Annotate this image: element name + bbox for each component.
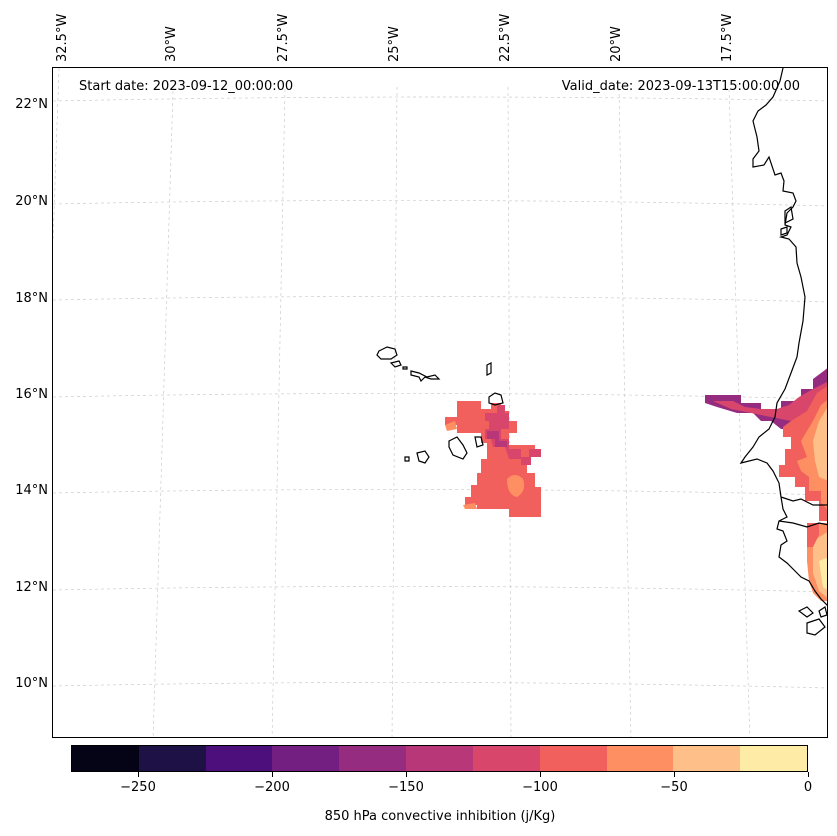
lat-label: 18°N: [15, 291, 48, 306]
meridian-line: [728, 88, 751, 737]
lon-label: 32.5°W: [55, 13, 70, 62]
lat-label: 20°N: [15, 194, 48, 209]
colorbar-tick-label: 0: [803, 780, 813, 795]
parallel-line: [53, 296, 827, 303]
colorbar-tick: [807, 772, 809, 777]
meridian-line: [507, 86, 512, 737]
colorbar-tick-label: −150: [388, 780, 424, 795]
cin-contours: [445, 368, 827, 601]
lat-label: 14°N: [15, 483, 48, 498]
bijagos-islands: [806, 618, 826, 636]
gambia-estuary: [780, 496, 827, 506]
meridian-line: [391, 86, 398, 737]
coastal-island: [780, 226, 788, 236]
cin-region-cape-verde-weak: [463, 503, 477, 509]
cin-region-senegal-band-strong: [713, 382, 827, 421]
colorbar-tick: [137, 772, 139, 777]
parallel-line: [53, 393, 827, 400]
colorbar-title: 850 hPa convective inhibition (j/Kg): [324, 809, 556, 824]
colorbar-tick-label: −250: [120, 780, 156, 795]
colorbar-segment: [272, 746, 340, 771]
colorbar-tick: [271, 772, 273, 777]
parallel-line: [53, 96, 827, 102]
meridian-line: [271, 88, 286, 737]
sao-nicolau-island: [410, 370, 441, 383]
colorbar-tick: [539, 772, 541, 777]
colorbar-segment: [539, 746, 607, 771]
sal-island: [486, 362, 492, 376]
cin-region-guinea-minimal: [819, 557, 827, 590]
guinea-bissau-coast: [778, 520, 827, 528]
cin-region-cape-verde-weak: [445, 421, 457, 431]
lon-label: 30°W: [164, 26, 179, 62]
colorbar-segment: [606, 746, 674, 771]
graticule: [53, 68, 827, 737]
coastlines: [376, 68, 827, 636]
colorbar-tick: [405, 772, 407, 777]
lat-label: 10°N: [15, 676, 48, 691]
parallel-line: [53, 586, 827, 593]
colorbar-segment: [72, 746, 139, 771]
lon-label: 27.5°W: [276, 13, 291, 62]
santiago-island: [448, 436, 468, 460]
sao-vicente-island: [389, 360, 402, 368]
cin-region-cape-verde-weak: [507, 475, 525, 497]
colorbar-segment: [205, 746, 273, 771]
lat-label: 16°N: [15, 387, 48, 402]
colorbar-segment: [339, 746, 407, 771]
colorbar-tick-label: −100: [522, 780, 558, 795]
maio-island: [474, 436, 484, 448]
meridian-line: [53, 68, 60, 242]
lat-label: 12°N: [15, 580, 48, 595]
bijagos-islands: [797, 606, 814, 618]
lat-label: 22°N: [15, 97, 48, 112]
map-canvas[interactable]: [53, 68, 828, 738]
start-date-label: Start date: 2023-09-12_00:00:00: [79, 79, 294, 94]
coastal-island: [784, 205, 794, 224]
fogo-island: [416, 450, 430, 464]
lon-label: 25°W: [387, 26, 402, 62]
brava-island: [404, 456, 410, 462]
colorbar-segment: [138, 746, 206, 771]
cin-region-cape-verde-strong: [485, 405, 541, 465]
parallel-line: [53, 200, 827, 207]
colorbar-segment: [472, 746, 540, 771]
santa-luzia-island: [402, 366, 408, 370]
lon-label: 20°W: [609, 26, 624, 62]
cin-region-guinea-strong: [807, 523, 819, 547]
africa-coastline: [739, 68, 827, 606]
parallel-line: [53, 489, 827, 496]
lon-label: 17.5°W: [720, 13, 735, 62]
colorbar-segment: [673, 746, 741, 771]
meridian-line: [152, 90, 174, 737]
parallel-line: [53, 682, 827, 689]
cin-region-cape-verde-core: [487, 431, 507, 447]
boa-vista-island: [488, 392, 504, 406]
colorbar: [71, 745, 808, 772]
colorbar-segment: [740, 746, 807, 771]
colorbar-tick-label: −200: [254, 780, 290, 795]
lon-label: 22.5°W: [498, 13, 513, 62]
colorbar-tick-label: −50: [660, 780, 688, 795]
map-frame[interactable]: Start date: 2023-09-12_00:00:00 Valid_da…: [52, 67, 828, 738]
bijagos-islands: [818, 606, 827, 618]
colorbar-tick: [673, 772, 675, 777]
meridian-line: [618, 87, 632, 737]
valid-date-label: Valid_date: 2023-09-13T15:00:00.00: [561, 79, 800, 94]
colorbar-segment: [406, 746, 473, 771]
cin-region-senegal-weakest: [813, 408, 827, 481]
santo-antao-island: [376, 346, 398, 360]
